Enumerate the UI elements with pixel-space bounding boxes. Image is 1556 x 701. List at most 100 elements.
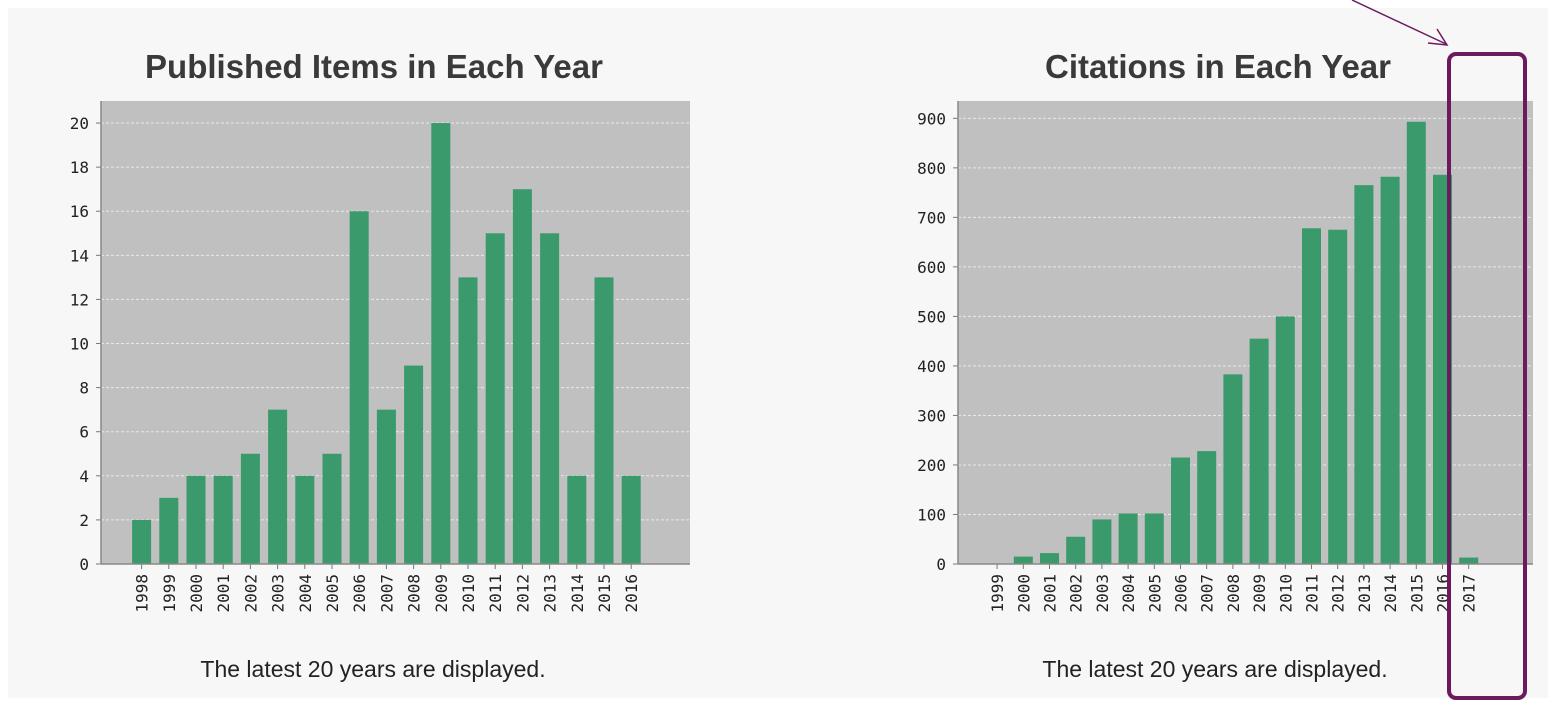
x-tick-label: 2009 [1250, 574, 1269, 613]
bar [621, 475, 641, 564]
x-tick-label: 2004 [296, 574, 315, 613]
y-tick-label: 18 [70, 158, 89, 177]
bar [431, 123, 451, 565]
x-tick-label: 2012 [1329, 574, 1348, 613]
y-tick-label: 20 [70, 114, 89, 133]
x-tick-label: 2003 [269, 574, 288, 613]
y-tick-label: 14 [70, 246, 89, 265]
bar [376, 409, 396, 564]
x-tick-label: 2013 [1355, 574, 1374, 613]
bar [540, 233, 560, 565]
arrow-line [1351, 0, 1447, 45]
bar [213, 475, 233, 564]
x-tick-label: 2002 [241, 574, 260, 613]
bar [1275, 316, 1295, 564]
y-tick-label: 900 [917, 109, 946, 128]
chart-title-citations: Citations in Each Year [1044, 48, 1392, 85]
x-tick-label: 2010 [459, 574, 478, 613]
x-tick-label: 2001 [1041, 574, 1060, 613]
bar [567, 475, 587, 564]
y-tick-label: 700 [917, 208, 946, 227]
x-tick-label: 2016 [622, 574, 641, 613]
x-tick-label: 2000 [1014, 574, 1033, 613]
y-tick-label: 500 [917, 307, 946, 326]
y-tick-label: 2 [79, 511, 89, 530]
x-tick-label: 1999 [160, 574, 179, 613]
chart-caption-published: The latest 20 years are displayed. [200, 656, 546, 682]
bar [594, 277, 614, 564]
x-tick-label: 2003 [1093, 574, 1112, 613]
y-tick-label: 300 [917, 406, 946, 425]
bar [1354, 185, 1374, 564]
highlight-box [1447, 52, 1527, 700]
x-tick-label: 1999 [988, 574, 1007, 613]
y-tick-label: 6 [79, 423, 89, 442]
bar [132, 519, 152, 564]
x-tick-label: 2006 [350, 574, 369, 613]
bar [458, 277, 478, 564]
bar [1092, 519, 1112, 564]
x-tick-label: 2017 [1460, 574, 1479, 613]
bar [485, 233, 505, 565]
x-tick-label: 2014 [1381, 574, 1400, 613]
y-tick-label: 16 [70, 202, 89, 221]
y-tick-label: 0 [79, 555, 89, 574]
x-tick-label: 1998 [133, 574, 152, 613]
bar [404, 365, 424, 564]
y-tick-label: 800 [917, 159, 946, 178]
y-tick-label: 600 [917, 258, 946, 277]
x-tick-label: 2011 [486, 574, 505, 613]
x-tick-label: 2015 [1407, 574, 1426, 613]
x-tick-label: 2000 [187, 574, 206, 613]
bar [1144, 513, 1164, 564]
arrow-head-icon [1427, 28, 1449, 46]
y-tick-label: 400 [917, 357, 946, 376]
bar [1249, 338, 1269, 564]
x-tick-label: 2005 [1145, 574, 1164, 613]
bar [1406, 121, 1426, 565]
bar [1380, 176, 1400, 564]
chart-caption-citations: The latest 20 years are displayed. [1042, 656, 1388, 682]
y-tick-label: 4 [79, 467, 89, 486]
x-tick-label: 2012 [513, 574, 532, 613]
bar [1459, 557, 1479, 564]
x-tick-label: 2015 [595, 574, 614, 613]
x-tick-label: 2013 [541, 574, 560, 613]
bar [295, 475, 315, 564]
y-tick-label: 8 [79, 379, 89, 398]
y-tick-label: 200 [917, 456, 946, 475]
x-tick-label: 2002 [1067, 574, 1086, 613]
x-tick-label: 2006 [1172, 574, 1191, 613]
bar [1302, 228, 1321, 564]
x-tick-label: 2001 [214, 574, 233, 613]
bar [1328, 229, 1348, 564]
bar [1197, 451, 1217, 564]
bar [1223, 374, 1243, 564]
bar [349, 211, 369, 564]
y-tick-label: 100 [917, 505, 946, 524]
bar [1013, 556, 1033, 564]
x-tick-label: 2005 [323, 574, 342, 613]
x-tick-label: 2007 [1198, 574, 1217, 613]
bar [1118, 513, 1138, 564]
bar [159, 497, 179, 564]
bar [268, 409, 288, 564]
x-tick-label: 2008 [405, 574, 424, 613]
bar [240, 453, 260, 564]
x-tick-label: 2009 [432, 574, 451, 613]
x-tick-label: 2010 [1276, 574, 1295, 613]
y-tick-label: 12 [70, 290, 89, 309]
bar [1171, 457, 1190, 564]
bar [322, 453, 342, 564]
bar [1040, 553, 1059, 564]
y-tick-label: 0 [936, 555, 946, 574]
x-tick-label: 2011 [1303, 574, 1322, 613]
x-tick-label: 2004 [1119, 574, 1138, 613]
bar [1066, 536, 1086, 564]
y-tick-label: 10 [70, 335, 89, 354]
bar [186, 475, 206, 564]
x-tick-label: 2008 [1224, 574, 1243, 613]
